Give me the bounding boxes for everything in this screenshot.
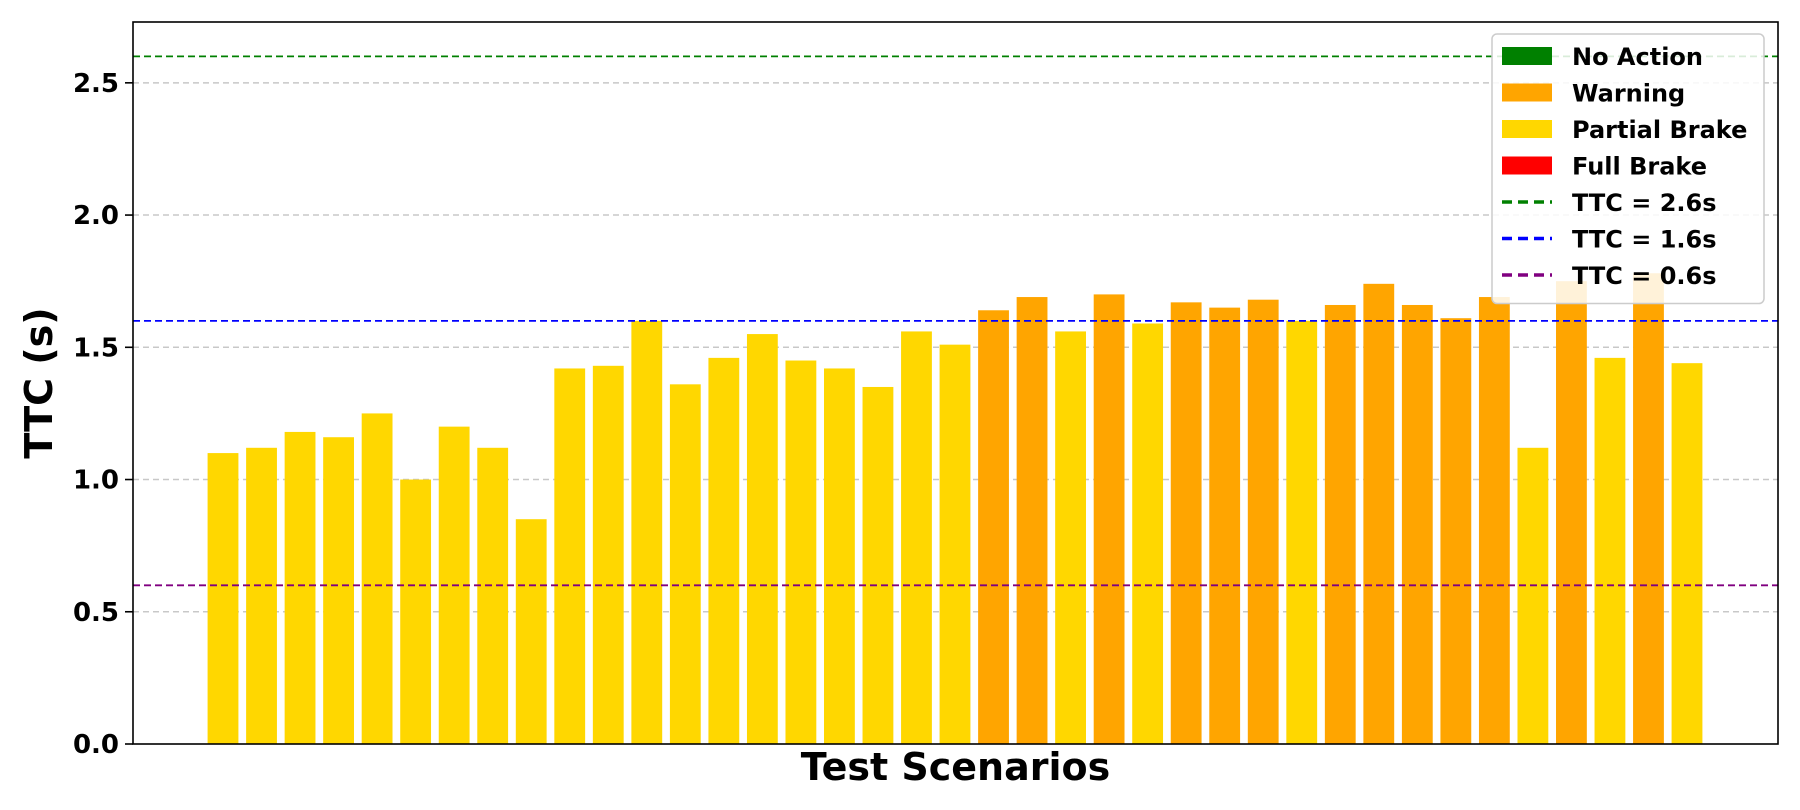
bar-3 bbox=[284, 431, 316, 744]
legend-label: TTC = 2.6s bbox=[1572, 189, 1717, 217]
bar-19 bbox=[901, 331, 932, 744]
bar-39 bbox=[1671, 363, 1703, 744]
bar-17 bbox=[824, 368, 855, 744]
bar-28 bbox=[1247, 299, 1279, 744]
y-tick-label: 1.5 bbox=[73, 333, 119, 363]
y-tick-label: 2.0 bbox=[73, 201, 119, 231]
bar-4 bbox=[323, 437, 354, 744]
bar-15 bbox=[746, 334, 778, 744]
y-tick-label: 0.5 bbox=[73, 598, 119, 628]
bar-18 bbox=[862, 386, 894, 744]
bar-24 bbox=[1093, 294, 1125, 744]
bar-14 bbox=[708, 357, 740, 744]
y-tick-label: 0.0 bbox=[73, 730, 119, 760]
legend-label: Partial Brake bbox=[1572, 116, 1747, 144]
bar-11 bbox=[592, 365, 624, 744]
legend-label: Full Brake bbox=[1572, 153, 1707, 181]
legend-label: No Action bbox=[1572, 43, 1703, 71]
bar-35 bbox=[1517, 447, 1549, 744]
legend-swatch bbox=[1502, 83, 1552, 102]
bar-20 bbox=[939, 344, 971, 744]
bars bbox=[207, 273, 1703, 744]
bar-21 bbox=[978, 310, 1009, 744]
legend-box bbox=[1491, 33, 1765, 305]
legend-label: TTC = 0.6s bbox=[1572, 262, 1717, 290]
bar-16 bbox=[785, 360, 817, 744]
legend-label: TTC = 1.6s bbox=[1572, 226, 1717, 254]
bar-1 bbox=[207, 453, 239, 744]
plot-frame bbox=[132, 21, 1779, 745]
legend: No Action Warning Partial Brake Full Brake T… bbox=[1491, 33, 1765, 305]
bar-32 bbox=[1401, 304, 1433, 744]
y-tick-label: 2.5 bbox=[73, 69, 119, 99]
bar-36 bbox=[1556, 281, 1587, 744]
bar-30 bbox=[1324, 304, 1356, 744]
bar-6 bbox=[400, 479, 432, 744]
y-axis-title: TTC (s) bbox=[17, 307, 61, 458]
bar-22 bbox=[1016, 297, 1048, 744]
bar-23 bbox=[1055, 331, 1086, 744]
bar-8 bbox=[477, 447, 509, 744]
y-tick-label: 1.0 bbox=[73, 466, 119, 496]
bar-10 bbox=[554, 368, 586, 744]
bar-38 bbox=[1633, 273, 1664, 744]
bar-2 bbox=[246, 447, 277, 744]
bar-26 bbox=[1170, 302, 1202, 744]
y-axis-ticks: 0.0 0.5 1.0 1.5 2.0 2.5 bbox=[73, 69, 133, 760]
bar-25 bbox=[1132, 323, 1164, 744]
bar-27 bbox=[1209, 307, 1241, 744]
legend-swatch bbox=[1502, 47, 1552, 65]
bar-31 bbox=[1363, 283, 1395, 744]
bar-34 bbox=[1478, 297, 1510, 744]
bar-13 bbox=[669, 384, 701, 744]
legend-label: Warning bbox=[1572, 80, 1685, 108]
bar-37 bbox=[1594, 357, 1626, 744]
bar-12 bbox=[631, 320, 663, 744]
bar-5 bbox=[361, 413, 393, 744]
bar-33 bbox=[1440, 318, 1472, 744]
bar-9 bbox=[515, 519, 547, 744]
legend-swatch bbox=[1502, 156, 1552, 175]
x-axis-title: Test Scenarios bbox=[801, 745, 1111, 789]
legend-swatch bbox=[1502, 120, 1552, 138]
bar-29 bbox=[1286, 320, 1318, 744]
